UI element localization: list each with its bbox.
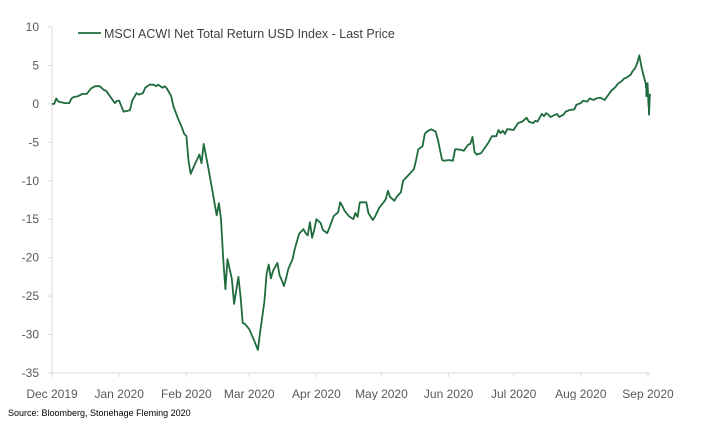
legend-label: MSCI ACWI Net Total Return USD Index - L… [104,27,395,41]
y-tick-label: 0 [32,97,39,111]
series-line [52,54,651,351]
line-chart: 10 5 0 -5 -10 -15 -20 -25 -30 -35 Dec 2019 Jan 202… [22,20,674,400]
x-axis: Dec 2019 Jan 2020 Feb 2020 Mar 2020 Apr 2020… [26,372,674,400]
x-tick-label: Aug 2020 [555,387,607,400]
x-tick-label: Sep 2020 [622,387,674,400]
x-tick-label: May 2020 [355,387,408,400]
y-tick-label: -10 [22,174,40,188]
y-tick-label: -35 [22,366,40,380]
source-note: Source: Bloomberg, Stonehage Fleming 202… [8,408,191,418]
y-tick-label: 10 [26,20,40,34]
x-tick-label: Jul 2020 [491,387,537,400]
y-tick-label: -5 [28,135,39,149]
y-tick-label: -30 [22,328,40,342]
x-tick-label: Jan 2020 [94,387,144,400]
legend: MSCI ACWI Net Total Return USD Index - L… [78,27,395,41]
x-tick-label: Dec 2019 [26,387,78,400]
x-tick-label: Apr 2020 [292,387,341,400]
x-tick-label: Jun 2020 [424,387,474,400]
y-tick-label: -15 [22,212,40,226]
y-tick-label: -25 [22,289,40,303]
y-tick-label: -20 [22,251,40,265]
y-axis: 10 5 0 -5 -10 -15 -20 -25 -30 -35 [22,20,53,380]
series-group [52,54,651,351]
y-tick-label: 5 [32,58,39,72]
x-tick-label: Feb 2020 [161,387,212,400]
x-tick-label: Mar 2020 [224,387,275,400]
